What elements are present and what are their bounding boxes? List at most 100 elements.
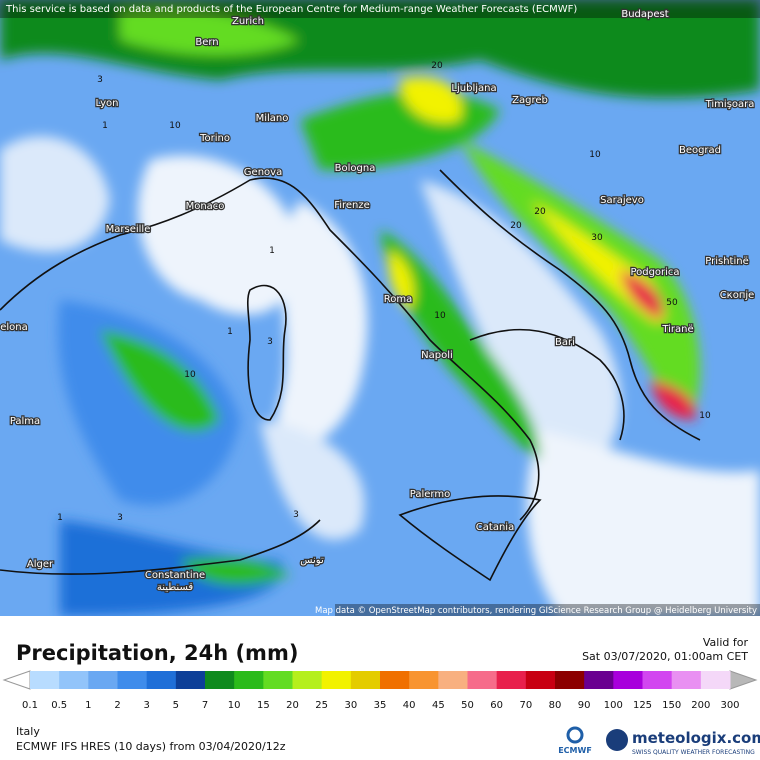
legend-tick-label: 1 bbox=[85, 700, 91, 711]
city-label: Budapest bbox=[621, 9, 668, 20]
city-label: Sarajevo bbox=[600, 195, 644, 206]
legend-swatch bbox=[584, 671, 614, 689]
tagline: SWISS QUALITY WEATHER FORECASTING bbox=[632, 749, 755, 756]
city-label: Palma bbox=[10, 416, 40, 427]
city-label: Genova bbox=[244, 167, 282, 178]
legend-swatch bbox=[175, 671, 206, 689]
city-label: Bari bbox=[555, 337, 575, 348]
city-label: Podgorica bbox=[630, 267, 679, 278]
map bbox=[0, 0, 760, 616]
legend-swatch bbox=[496, 671, 527, 689]
brand-icon bbox=[606, 729, 628, 751]
legend-swatch bbox=[205, 671, 235, 689]
legend-above bbox=[729, 670, 758, 690]
legend-tick-label: 150 bbox=[662, 700, 681, 711]
legend-tick-label: 100 bbox=[604, 700, 623, 711]
legend-swatch bbox=[642, 671, 673, 689]
legend-swatch bbox=[467, 671, 498, 689]
contour-label: 3 bbox=[267, 337, 273, 347]
legend-tick-label: 30 bbox=[344, 700, 357, 711]
legend-tick-label: 35 bbox=[374, 700, 387, 711]
legend-tick-label: 7 bbox=[202, 700, 208, 711]
legend-swatch bbox=[263, 671, 293, 689]
contour-label: 10 bbox=[184, 370, 196, 380]
contour-label: 1 bbox=[227, 327, 233, 337]
city-label: Beograd bbox=[679, 145, 721, 156]
attribution: This service is based on data and produc… bbox=[5, 4, 577, 15]
valid-label: Valid for bbox=[703, 636, 749, 649]
city-label: Zurich bbox=[232, 16, 264, 27]
contour-label: 3 bbox=[97, 75, 103, 85]
city-label: Ljubljana bbox=[451, 83, 496, 94]
coastlines bbox=[0, 169, 701, 582]
legend-swatch bbox=[409, 671, 439, 689]
legend-tick-label: 50 bbox=[461, 700, 474, 711]
credit-bar bbox=[335, 604, 760, 616]
legend-swatch bbox=[700, 671, 731, 689]
contour-label: 3 bbox=[293, 510, 299, 520]
brand: meteologix.com bbox=[632, 729, 760, 747]
legend-tick-label: 60 bbox=[490, 700, 503, 711]
legend-tick-label: 70 bbox=[519, 700, 532, 711]
legend-swatch bbox=[613, 671, 643, 689]
legend-swatch bbox=[30, 671, 60, 689]
city-label: Alger bbox=[27, 559, 54, 570]
city-label: elona bbox=[0, 322, 28, 333]
legend-tick-label: 0.5 bbox=[51, 700, 67, 711]
legend-tick-label: 125 bbox=[633, 700, 652, 711]
contour-label: 1 bbox=[102, 121, 108, 131]
city-label: Bern bbox=[195, 37, 218, 48]
legend-swatch bbox=[380, 671, 410, 689]
city-label: Marseille bbox=[106, 224, 151, 235]
map-credit: Map data © OpenStreetMap contributors, r… bbox=[315, 606, 757, 616]
city-label: Zagreb bbox=[512, 95, 548, 106]
legend-swatch bbox=[671, 671, 702, 689]
legend-tick-label: 25 bbox=[315, 700, 328, 711]
contour-label: 10 bbox=[699, 411, 711, 421]
legend-below bbox=[2, 670, 31, 690]
city-label: Constantine bbox=[145, 570, 205, 581]
city-label: Timişoara bbox=[705, 99, 755, 110]
city-label: Palermo bbox=[410, 489, 450, 500]
legend-tick-label: 15 bbox=[257, 700, 270, 711]
region: Italy bbox=[16, 725, 40, 738]
contour-label: 20 bbox=[510, 221, 522, 231]
legend-swatch bbox=[88, 671, 118, 689]
city-label: Bologna bbox=[335, 163, 376, 174]
contour-label: 3 bbox=[117, 513, 123, 523]
legend-tick-label: 20 bbox=[286, 700, 299, 711]
legend-swatch bbox=[525, 671, 556, 689]
legend-swatch bbox=[292, 671, 323, 689]
legend-swatch bbox=[555, 671, 585, 689]
contour-label: 10 bbox=[169, 121, 181, 131]
city-label: Monaco bbox=[186, 201, 225, 212]
city-label: Milano bbox=[256, 113, 289, 124]
legend-tick-label: 2 bbox=[114, 700, 120, 711]
legend-swatch bbox=[146, 671, 177, 689]
city-label: Скопје bbox=[720, 289, 755, 301]
attribution-bar bbox=[0, 0, 760, 18]
contour-label: 10 bbox=[589, 150, 601, 160]
title: Precipitation, 24h (mm) bbox=[16, 641, 298, 665]
contour-label: 20 bbox=[534, 207, 546, 217]
city-label: Lyon bbox=[95, 98, 118, 109]
ecmwf-icon bbox=[566, 726, 584, 744]
legend-swatch bbox=[321, 671, 352, 689]
city-label: Firenze bbox=[334, 200, 370, 211]
model: ECMWF IFS HRES (10 days) from 03/04/2020… bbox=[16, 740, 286, 753]
legend-swatch bbox=[59, 671, 89, 689]
legend-swatch bbox=[438, 671, 468, 689]
legend-tick-label: 40 bbox=[403, 700, 416, 711]
city-label: Prishtinë bbox=[705, 256, 748, 267]
city-label: Napoli bbox=[421, 350, 453, 361]
valid-time: Sat 03/07/2020, 01:00am CET bbox=[582, 650, 748, 663]
legend-swatch bbox=[350, 671, 381, 689]
legend-tick-label: 200 bbox=[691, 700, 710, 711]
city-label: Roma bbox=[384, 294, 413, 305]
contour-label: 50 bbox=[666, 298, 678, 308]
city-label: Catania bbox=[476, 522, 514, 533]
city-label: Tiranë bbox=[661, 324, 693, 335]
contour-label: 1 bbox=[269, 246, 275, 256]
legend-tick-label: 10 bbox=[228, 700, 241, 711]
